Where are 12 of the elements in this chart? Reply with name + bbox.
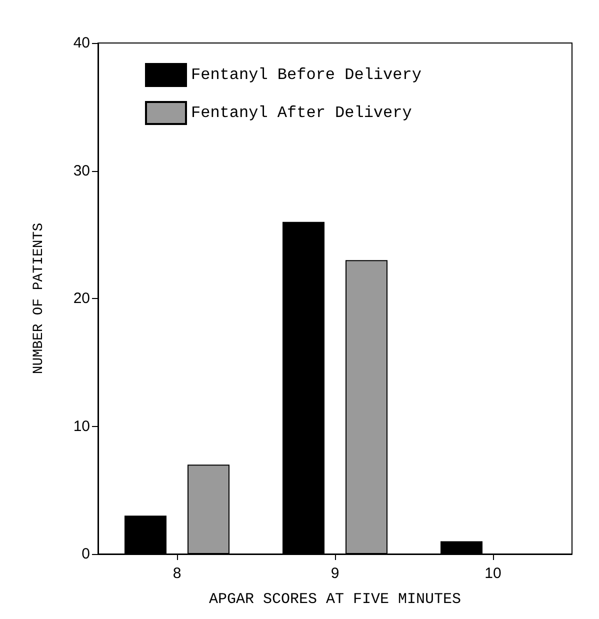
legend-label: Fentanyl Before Delivery (191, 66, 422, 84)
y-tick-label: 10 (73, 418, 90, 435)
y-tick-label: 0 (82, 546, 90, 562)
x-tick-label: 8 (172, 565, 182, 582)
x-tick-label: 9 (330, 565, 340, 582)
x-axis-title: APGAR SCORES AT FIVE MINUTES (208, 591, 462, 608)
y-tick-label: 20 (73, 290, 90, 307)
y-axis-title: NUMBER OF PATIENTS (31, 222, 47, 374)
x-tick-label: 10 (484, 565, 502, 582)
y-tick-label: 30 (73, 162, 90, 180)
y-tick-label: 40 (73, 34, 90, 52)
legend-label: Fentanyl After Delivery (191, 104, 412, 122)
